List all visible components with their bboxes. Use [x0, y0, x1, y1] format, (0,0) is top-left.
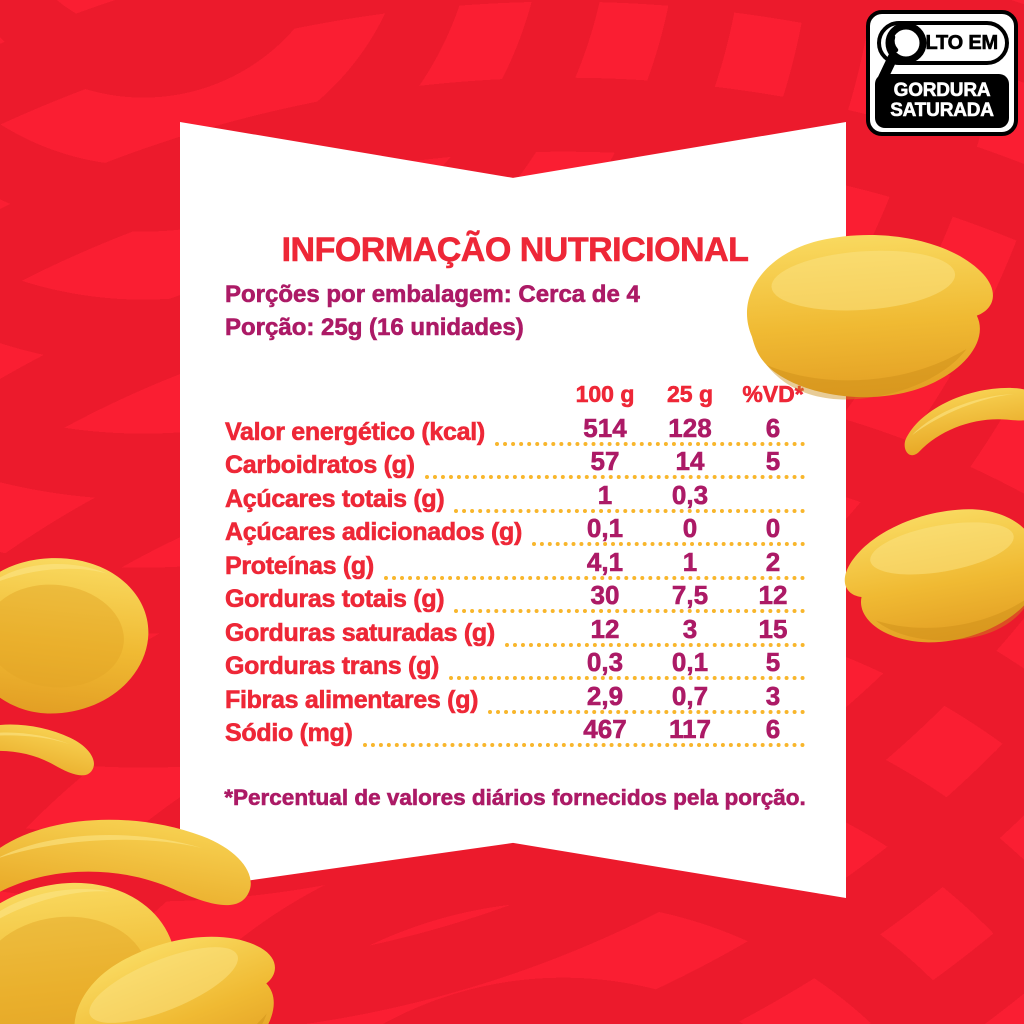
badge-alto-em-label: ALTO EM — [911, 32, 999, 54]
value-vd: 6 — [765, 412, 781, 443]
table-row: Açúcares totais (g) 1 0,3 — [225, 481, 805, 515]
panel-title: INFORMAÇÃO NUTRICIONAL — [281, 231, 749, 269]
dotted-leader — [532, 542, 805, 547]
value-100g: 12 — [590, 613, 620, 644]
dotted-leader — [454, 508, 805, 513]
table-row: Proteínas (g) 4,1 1 2 — [225, 548, 805, 582]
value-100g: 2,9 — [586, 680, 624, 711]
table-header: 100 g 25 g %VD* — [225, 380, 805, 406]
row-label: Açúcares totais (g) — [225, 484, 445, 513]
dotted-leader — [383, 575, 805, 580]
table-row: Gorduras totais (g) 30 7,5 12 — [225, 582, 805, 616]
row-label: Gorduras trans (g) — [225, 652, 440, 681]
value-25g: 7,5 — [671, 580, 709, 611]
dotted-leader — [494, 441, 805, 446]
table-row: Gorduras trans (g) 0,3 0,1 5 — [225, 649, 805, 683]
badge-top-pill: ALTO EM — [877, 21, 1009, 83]
value-100g: 4,1 — [586, 546, 624, 577]
daily-value-footnote: *Percentual de valores diários fornecido… — [224, 785, 806, 810]
magnifying-glass-icon — [878, 22, 927, 83]
value-100g: 57 — [590, 446, 620, 477]
row-label: Valor energético (kcal) — [225, 417, 486, 446]
value-vd: 5 — [765, 446, 781, 477]
value-100g: 0,3 — [586, 647, 624, 678]
dotted-leader — [488, 709, 805, 714]
badge-gordura-label: GORDURA — [893, 80, 991, 101]
row-label: Sódio (mg) — [225, 719, 353, 748]
dotted-leader — [362, 743, 805, 748]
table-row: Fibras alimentares (g) 2,9 0,7 3 — [225, 682, 805, 716]
table-row: Carboidratos (g) 57 14 5 — [225, 448, 805, 482]
value-100g: 0,1 — [586, 513, 624, 544]
value-vd: 2 — [765, 546, 781, 577]
value-vd: 6 — [765, 714, 781, 745]
table-row: Gorduras saturadas (g) 12 3 15 — [225, 615, 805, 649]
value-25g: 0,7 — [671, 680, 709, 711]
value-vd: 5 — [765, 647, 781, 678]
dotted-leader — [504, 642, 805, 647]
value-100g: 1 — [597, 479, 613, 510]
value-25g: 0,3 — [671, 479, 709, 510]
servings-per-package-line: Porções por embalagem: Cerca de 4 — [225, 281, 640, 308]
dotted-leader — [449, 676, 805, 681]
dotted-leader — [424, 475, 805, 480]
nutrition-rows: Valor energético (kcal) 514 128 6 Carboi… — [225, 414, 805, 749]
high-in-warning-badge: ALTO EM GORDURA SATURADA — [866, 10, 1018, 136]
row-label: Fibras alimentares (g) — [225, 685, 479, 714]
row-label: Açúcares adicionados (g) — [225, 518, 523, 547]
row-label: Gorduras totais (g) — [225, 585, 445, 614]
badge-saturada-label: SATURADA — [890, 100, 994, 121]
value-vd: 0 — [765, 513, 781, 544]
value-25g: 1 — [682, 546, 698, 577]
badge-black-box: GORDURA SATURADA — [875, 74, 1009, 128]
value-100g: 30 — [590, 580, 620, 611]
value-vd: 15 — [758, 613, 788, 644]
value-100g: 467 — [583, 714, 627, 745]
value-25g: 0,1 — [671, 647, 709, 678]
row-label: Carboidratos (g) — [225, 451, 416, 480]
row-label: Gorduras saturadas (g) — [225, 618, 496, 647]
value-vd: 3 — [765, 680, 781, 711]
column-header-25g: 25 g — [666, 381, 714, 407]
column-header-vd: %VD* — [742, 381, 804, 407]
portion-line: Porção: 25g (16 unidades) — [225, 314, 524, 341]
value-vd: 12 — [758, 580, 788, 611]
nutrition-panel: INFORMAÇÃO NUTRICIONAL Porções por embal… — [180, 122, 846, 898]
dotted-leader — [454, 609, 805, 614]
value-25g: 3 — [682, 613, 698, 644]
value-25g: 128 — [668, 412, 712, 443]
table-row: Valor energético (kcal) 514 128 6 — [225, 414, 805, 448]
column-header-100g: 100 g — [575, 381, 635, 407]
potato-chip — [0, 538, 166, 734]
table-row: Sódio (mg) 467 117 6 — [225, 716, 805, 750]
table-row: Açúcares adicionados (g) 0,1 0 0 — [225, 515, 805, 549]
value-25g: 117 — [669, 714, 712, 745]
value-25g: 14 — [675, 446, 705, 477]
row-label: Proteínas (g) — [225, 551, 375, 580]
value-25g: 0 — [682, 513, 698, 544]
value-100g: 514 — [583, 412, 627, 443]
